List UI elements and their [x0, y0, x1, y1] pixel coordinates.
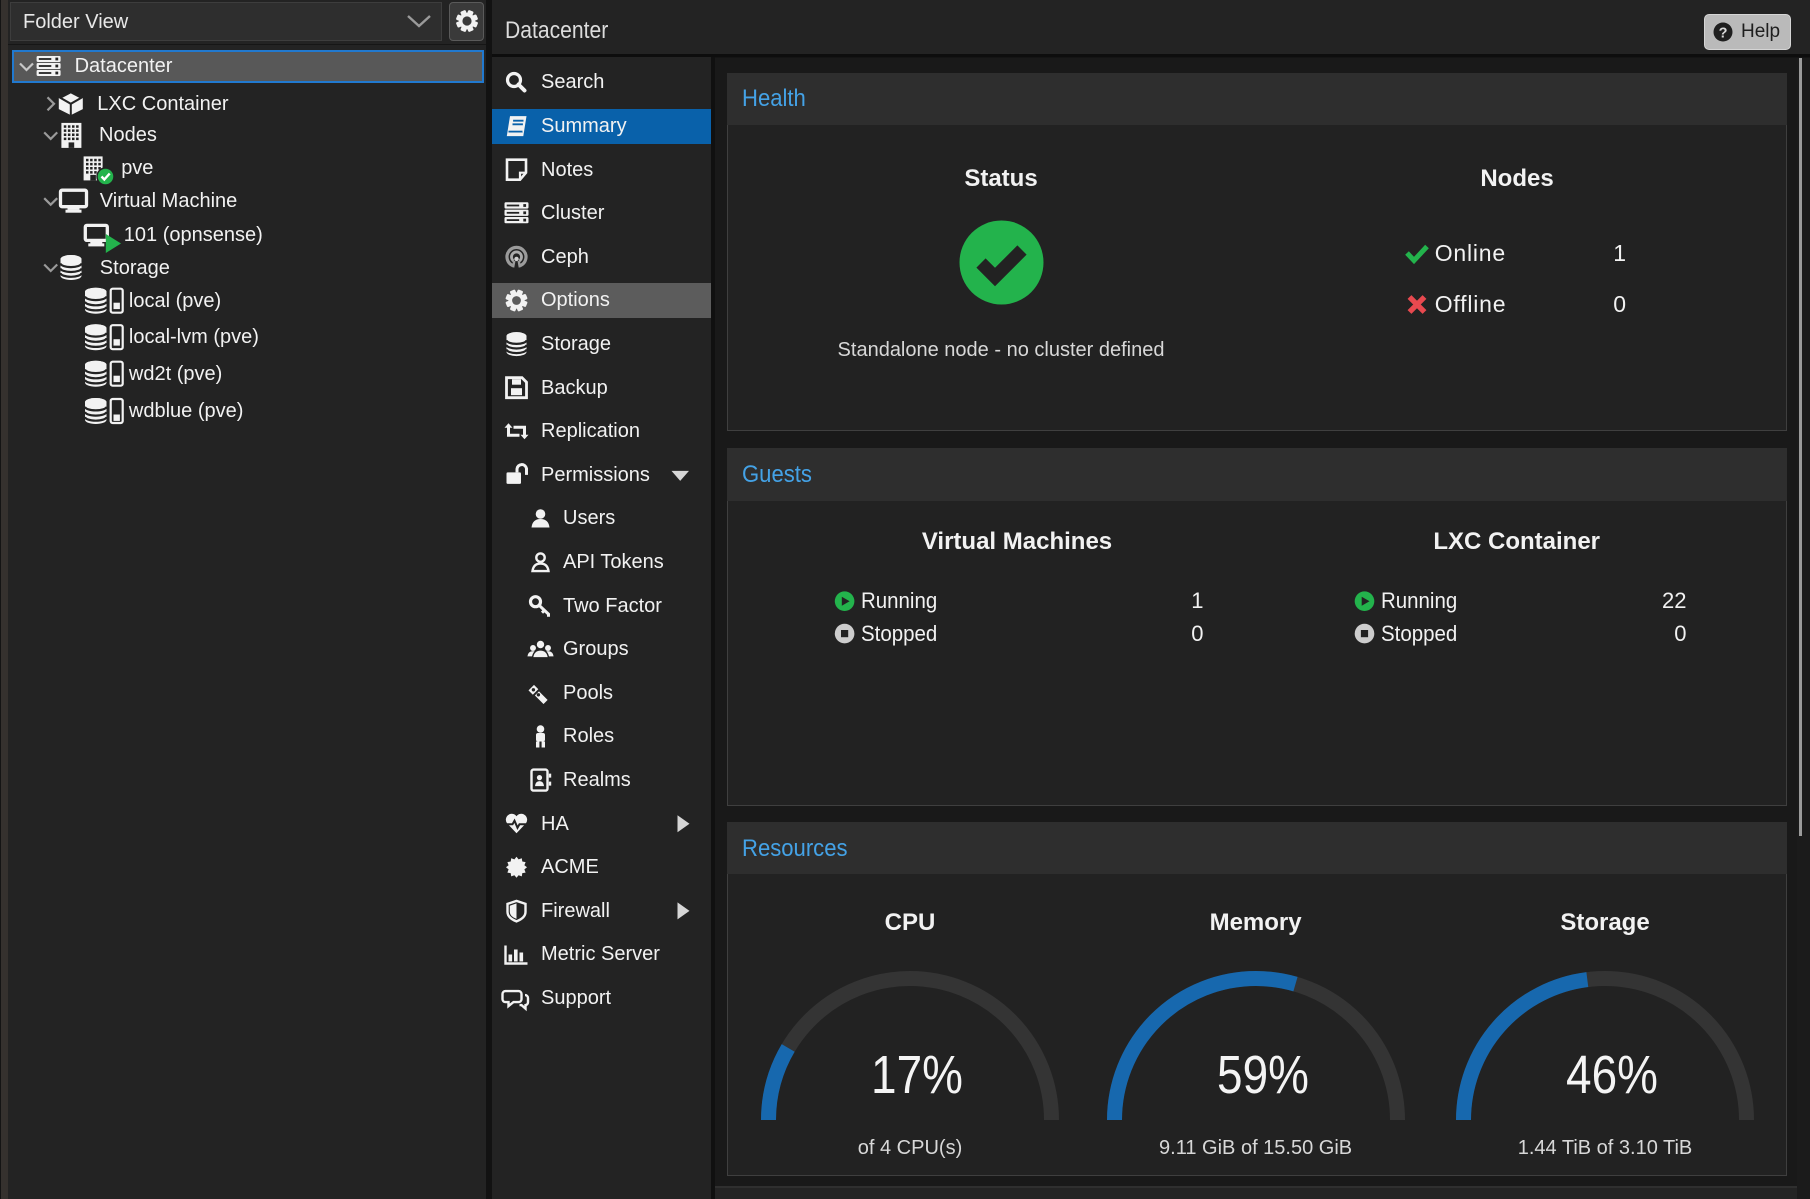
svg-text:?: ? [1719, 26, 1728, 42]
